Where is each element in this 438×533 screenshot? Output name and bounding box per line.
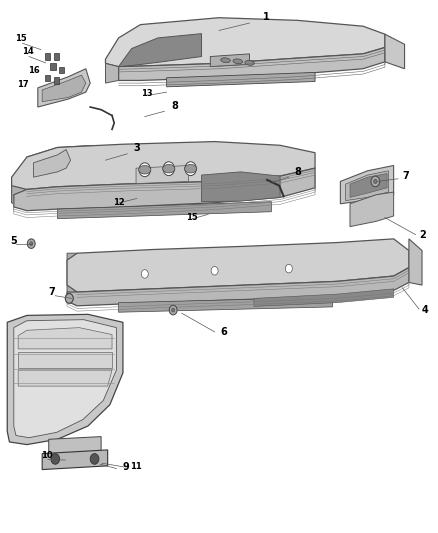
Circle shape [65,294,73,303]
Ellipse shape [221,58,230,63]
Polygon shape [119,34,201,67]
Bar [54,77,59,84]
Text: 1: 1 [263,12,269,22]
Circle shape [51,454,60,464]
Text: 15: 15 [186,213,198,222]
Polygon shape [136,165,188,183]
Circle shape [67,296,71,300]
Bar [59,67,64,73]
Polygon shape [106,63,119,83]
Polygon shape [67,253,77,306]
Polygon shape [12,177,27,211]
Polygon shape [210,54,250,67]
Circle shape [169,305,177,315]
Text: 5: 5 [11,236,17,246]
Text: 14: 14 [22,47,34,56]
Text: 11: 11 [130,462,141,471]
Text: 2: 2 [419,230,426,240]
Text: 8: 8 [294,166,301,176]
Polygon shape [201,172,280,201]
Polygon shape [18,328,112,349]
Text: 15: 15 [15,34,27,43]
Text: 7: 7 [49,287,56,297]
Text: 3: 3 [134,143,141,152]
Text: 12: 12 [113,198,125,207]
Text: 8: 8 [171,101,178,111]
Circle shape [185,162,196,175]
Circle shape [139,163,150,176]
Circle shape [371,176,380,187]
Polygon shape [18,352,112,368]
Ellipse shape [184,165,197,173]
Circle shape [65,294,73,303]
Polygon shape [340,165,394,204]
Polygon shape [119,47,385,80]
Circle shape [30,242,33,246]
Text: 10: 10 [41,451,53,460]
Polygon shape [409,239,422,285]
Bar [50,63,56,70]
Polygon shape [106,18,385,67]
Polygon shape [350,192,394,227]
Ellipse shape [139,165,151,174]
Polygon shape [12,142,315,189]
Polygon shape [254,289,394,306]
Polygon shape [38,69,90,107]
Polygon shape [119,34,201,67]
Polygon shape [49,437,101,455]
Ellipse shape [162,165,175,173]
Polygon shape [346,171,389,200]
Text: 17: 17 [17,80,29,90]
Polygon shape [119,297,332,312]
Text: 9: 9 [122,462,129,472]
Text: 16: 16 [28,66,39,75]
Circle shape [27,239,35,248]
Circle shape [163,162,174,175]
Text: 7: 7 [403,171,409,181]
Circle shape [172,308,175,312]
Text: 6: 6 [220,327,227,336]
Bar [45,75,50,81]
Circle shape [141,270,148,278]
Circle shape [286,264,292,273]
Text: 4: 4 [421,305,428,315]
Polygon shape [350,173,387,197]
Bar [54,53,59,60]
Polygon shape [7,314,123,445]
Polygon shape [18,370,112,386]
Polygon shape [42,450,108,470]
Polygon shape [166,72,315,87]
Polygon shape [385,34,405,69]
Polygon shape [57,201,272,219]
Text: 13: 13 [141,90,153,99]
Circle shape [90,454,99,464]
Ellipse shape [245,60,254,66]
Polygon shape [67,239,409,292]
Polygon shape [33,150,71,177]
Polygon shape [14,168,315,211]
Circle shape [211,266,218,275]
Polygon shape [42,75,86,102]
Polygon shape [67,268,409,306]
Bar [45,53,50,60]
Polygon shape [14,146,92,185]
Circle shape [374,179,377,183]
Polygon shape [14,320,117,438]
Ellipse shape [233,59,243,64]
